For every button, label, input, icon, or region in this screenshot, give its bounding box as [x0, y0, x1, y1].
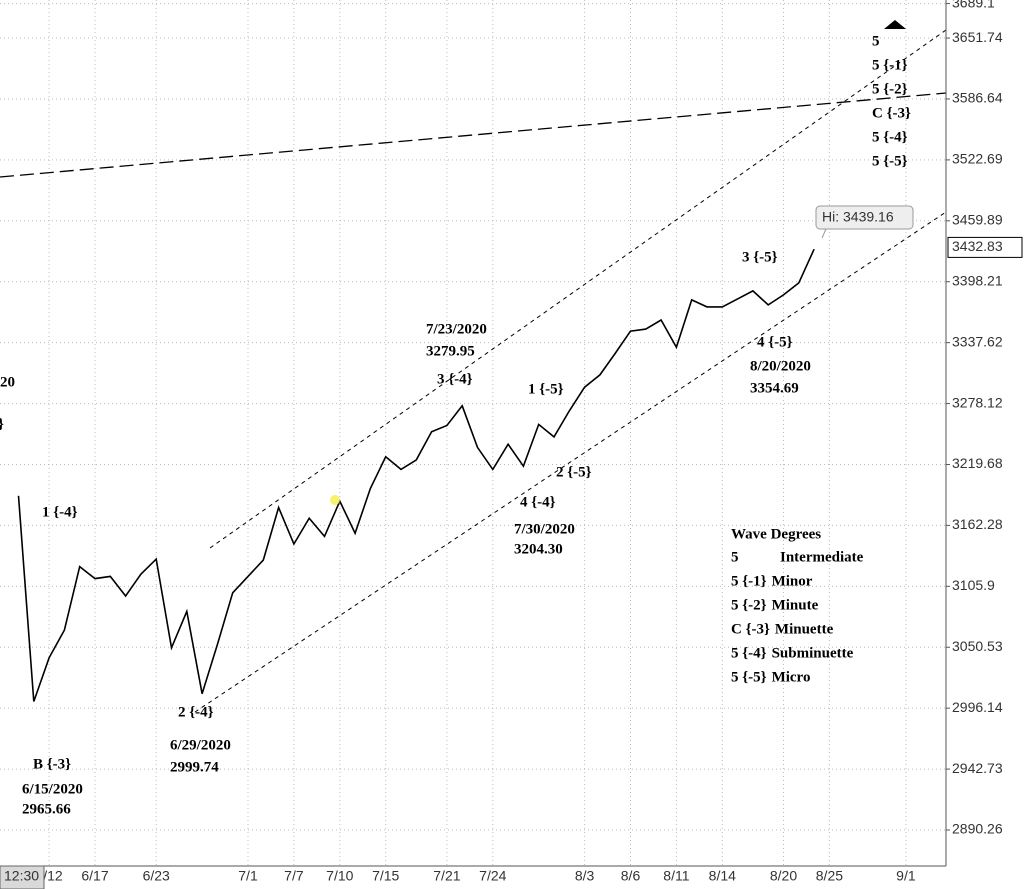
last-price: 3432.83 — [952, 238, 1003, 254]
x-tick-label: 9/1 — [896, 868, 916, 884]
trend-line — [0, 92, 947, 178]
y-tick-label: 2996.14 — [952, 699, 1003, 715]
y-tick-label: 3050.53 — [952, 638, 1003, 654]
wave-degree-name: Micro — [772, 669, 811, 685]
wave-degree-name: Intermediate — [780, 549, 864, 565]
wave-degree-name: Subminuette — [772, 645, 854, 661]
x-tick-label: 6/23 — [143, 868, 170, 884]
y-tick-label: 3689.1 — [952, 0, 995, 10]
wave-label: 3279.95 — [426, 343, 475, 359]
last-price-box — [947, 236, 1023, 258]
x-tick-label: 6/17 — [81, 868, 108, 884]
wave-label: 6/29/2020 — [170, 737, 231, 753]
y-tick-label: 3278.12 — [952, 394, 1003, 410]
wave-label: 2 {-5} — [556, 464, 592, 480]
wave-degree-name: Minute — [772, 597, 819, 613]
cursor-highlight — [330, 495, 340, 505]
wave-stack-label: 5 — [872, 33, 880, 49]
wave-degrees-title: Wave Degrees — [731, 526, 821, 542]
wave-degree-name: Minor — [772, 573, 813, 589]
price-line — [17, 248, 815, 702]
y-tick-label: 3162.28 — [952, 516, 1003, 532]
x-tick-label: 8/11 — [663, 868, 689, 884]
wave-degree-code: C {-3} — [731, 621, 770, 637]
x-tick-label: 7/15 — [372, 868, 399, 884]
y-tick-label: 2890.26 — [952, 821, 1003, 837]
wave-degree-code: 5 — [731, 549, 739, 565]
x-tick-label: 7/24 — [479, 868, 506, 884]
wave-label: 3 {-5} — [742, 249, 778, 265]
wave-stack-label: 5 {-4} — [872, 129, 908, 145]
high-callout: Hi: 3439.16 — [822, 209, 894, 225]
x-tick-label: 7/1 — [238, 868, 258, 884]
wave-label: 20 — [0, 374, 15, 390]
wave-label: 3354.69 — [750, 380, 799, 396]
wave-degree-code: 5 {-4} — [731, 645, 767, 661]
wave-stack-label: 5 {-1} — [872, 57, 908, 73]
wave-stack-label: C {-3} — [872, 105, 911, 121]
wave-label: 3204.30 — [514, 541, 563, 557]
x-tick-label: 8/3 — [575, 868, 595, 884]
y-tick-label: 3522.69 — [952, 151, 1003, 167]
high-callout-pointer — [821, 228, 827, 239]
y-tick-label: 3105.9 — [952, 577, 995, 593]
y-tick-label: 2942.73 — [952, 760, 1003, 776]
wave-label: 4 {-5} — [757, 334, 793, 350]
x-tick-label: 7/10 — [326, 868, 353, 884]
x-tick-label: 8/14 — [709, 868, 736, 884]
wave-label: } — [0, 416, 4, 432]
y-tick-label: 3398.21 — [952, 272, 1003, 288]
wave-degree-code: 5 {-2} — [731, 597, 767, 613]
high-callout-box — [815, 205, 914, 230]
wave-label: 2999.74 — [170, 759, 219, 775]
channel-lower — [194, 211, 947, 713]
x-tick-label: 7/21 — [433, 868, 460, 884]
x-tick-label: 7/7 — [284, 868, 304, 884]
wave-label: 8/20/2020 — [750, 358, 811, 374]
cursor-time-box — [0, 865, 45, 889]
y-tick-label: 3651.74 — [952, 29, 1003, 45]
wave-degree-name: Minuette — [775, 621, 834, 637]
annotations: 20} 1 {-4} B {-3} 6/15/2020 2965.66 2 {-4} 6/2… — [0, 33, 911, 817]
wave-degree-code: 5 {-1} — [731, 573, 767, 589]
wave-degree-code: 5 {-5} — [731, 669, 767, 685]
wave-label: 3 {-4} — [437, 371, 473, 387]
wave-label: 1 {-4} — [42, 504, 78, 520]
x-tick-label: 8/6 — [621, 868, 641, 884]
y-tick-label: 3586.64 — [952, 90, 1003, 106]
wave-label: B {-3} — [33, 756, 71, 772]
wave-label: 2965.66 — [22, 801, 71, 817]
wave-label: 1 {-5} — [528, 381, 564, 397]
x-tick-label: 8/25 — [816, 868, 843, 884]
y-tick-label: 3219.68 — [952, 455, 1003, 471]
wave-stack-label: 5 {-2} — [872, 81, 908, 97]
up-arrow — [884, 20, 906, 29]
wave-label: 7/23/2020 — [426, 321, 487, 337]
y-tick-label: 3337.62 — [952, 333, 1003, 349]
y-tick-label: 3459.89 — [952, 212, 1003, 228]
channel-upper — [209, 29, 947, 549]
cursor-time: 12:30 — [4, 868, 39, 884]
plot — [17, 248, 815, 702]
wave-label: 2 {-4} — [178, 704, 214, 720]
grid — [0, 0, 946, 866]
wave-label: 6/15/2020 — [22, 781, 83, 797]
wave-label: 7/30/2020 — [514, 521, 575, 537]
x-tick-label: 8/20 — [770, 868, 797, 884]
wave-label: 4 {-4} — [520, 494, 556, 510]
wave-stack-label: 5 {-5} — [872, 153, 908, 169]
